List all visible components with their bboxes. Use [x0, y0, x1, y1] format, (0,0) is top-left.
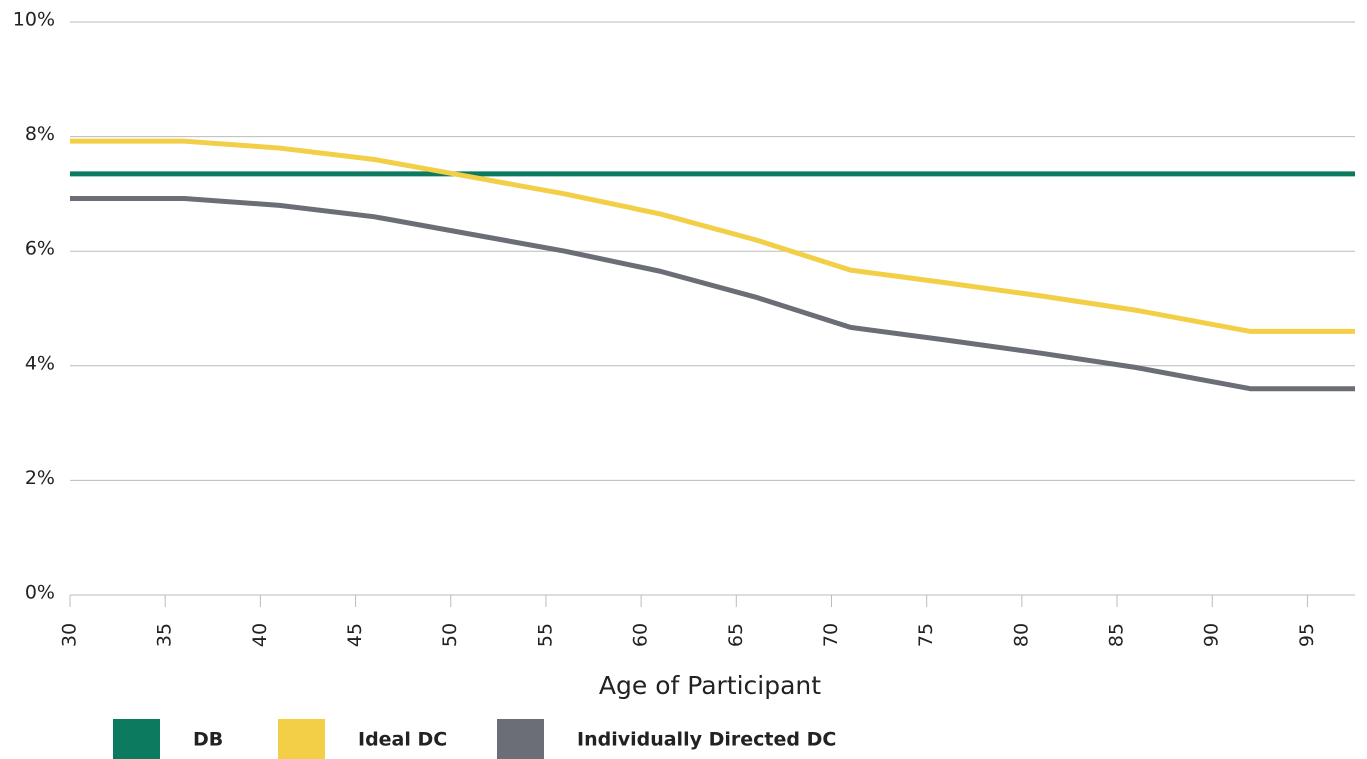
x-tick-label: 40 — [249, 623, 271, 647]
x-tick-label: 65 — [725, 623, 747, 647]
x-tick-label: 55 — [534, 623, 556, 647]
x-tick-label: 90 — [1201, 623, 1223, 647]
x-tick-label: 75 — [915, 623, 937, 647]
series-line — [70, 138, 1355, 334]
legend-swatch — [497, 719, 544, 759]
x-tick-label: 95 — [1296, 623, 1318, 647]
y-tick-label: 6% — [25, 238, 55, 260]
x-tick-label: 60 — [630, 623, 652, 647]
x-tick-label: 85 — [1106, 623, 1128, 647]
x-axis-title: Age of Participant — [599, 671, 821, 700]
y-tick-label: 4% — [25, 352, 55, 374]
x-tick-label: 35 — [154, 623, 176, 647]
legend-label: DB — [193, 729, 223, 751]
legend-swatch — [278, 719, 325, 759]
series-line — [70, 195, 1355, 392]
x-tick-label: 50 — [439, 623, 461, 647]
y-tick-label: 8% — [25, 123, 55, 145]
x-tick-label: 80 — [1010, 623, 1032, 647]
y-tick-label: 2% — [25, 467, 55, 489]
y-tick-label: 10% — [13, 9, 55, 31]
x-tick-label: 45 — [344, 623, 366, 647]
x-tick-label: 70 — [820, 623, 842, 647]
legend-label: Ideal DC — [358, 729, 447, 751]
x-tick-label: 30 — [59, 623, 81, 647]
y-tick-label: 0% — [25, 582, 55, 604]
legend-swatch — [113, 719, 160, 759]
legend-label: Individually Directed DC — [577, 729, 836, 751]
